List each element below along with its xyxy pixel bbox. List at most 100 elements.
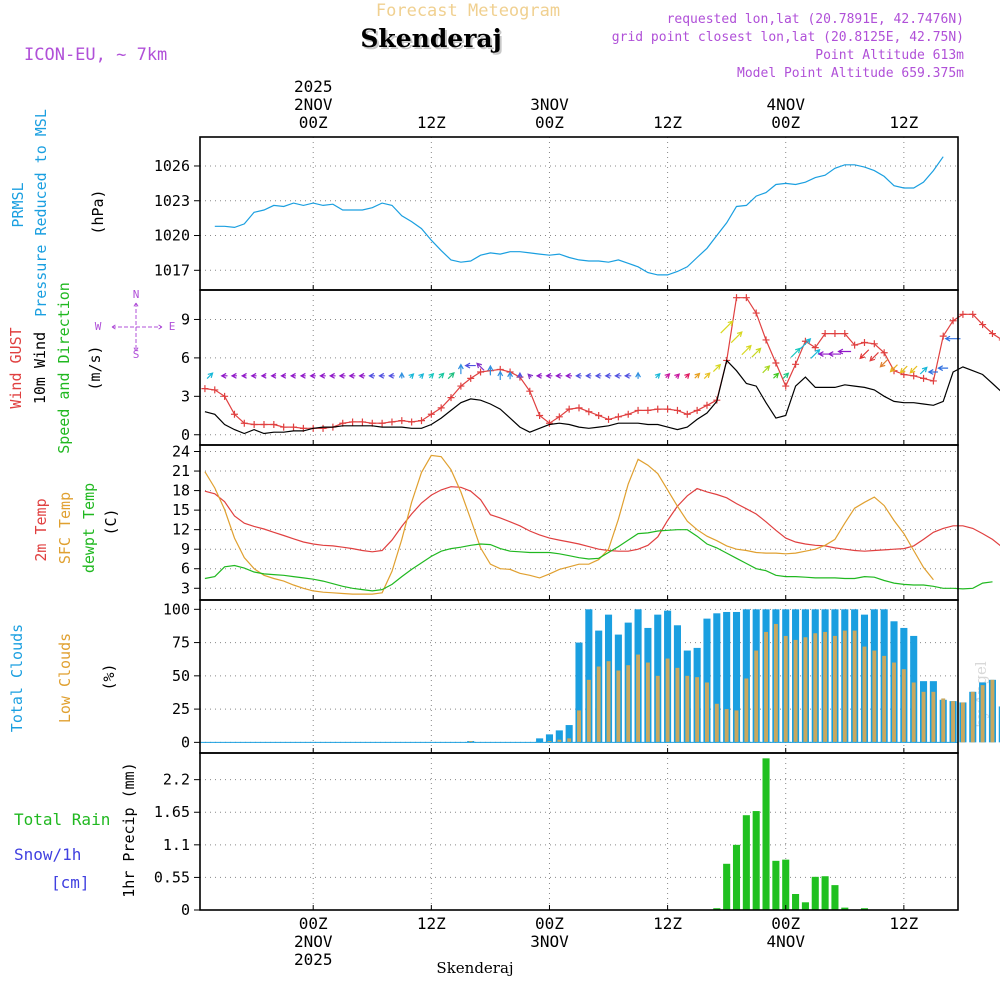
wind-arrow bbox=[309, 372, 316, 379]
gust-marker bbox=[290, 423, 298, 431]
gust-marker bbox=[831, 330, 839, 338]
wind-arrow bbox=[762, 365, 771, 374]
wind-arrow bbox=[457, 363, 464, 375]
wind-arrow bbox=[428, 372, 435, 379]
bar-total-rain bbox=[821, 876, 829, 910]
bar-low-clouds bbox=[744, 678, 749, 743]
gust-marker bbox=[949, 317, 957, 325]
gust-marker bbox=[988, 330, 996, 338]
wind-arrow bbox=[545, 372, 553, 379]
bar-low-clouds bbox=[892, 662, 896, 743]
y-tick-label: 25 bbox=[172, 700, 190, 718]
bar-low-clouds bbox=[980, 685, 985, 743]
bar-low-clouds bbox=[626, 665, 631, 743]
bar-total-clouds bbox=[575, 642, 583, 743]
wind-arrow bbox=[703, 372, 711, 379]
y-tick-label: 1017 bbox=[154, 261, 190, 279]
y-tick-label: 50 bbox=[172, 667, 190, 685]
location-title: Skenderaj bbox=[360, 24, 501, 53]
gust-marker bbox=[250, 421, 258, 429]
y-tick-label: 12 bbox=[172, 521, 190, 539]
bar-low-clouds bbox=[606, 661, 611, 743]
panel-clouds: 0 25 50 75 100 bbox=[163, 599, 1000, 754]
requested-coords: requested lon,lat (20.7891E, 42.7476N) bbox=[667, 12, 964, 27]
panel-frame bbox=[199, 289, 959, 446]
bar-low-clouds bbox=[862, 646, 867, 743]
top-time-label: 12Z bbox=[417, 113, 446, 132]
model-altitude: Model Point Altitude 659.375m bbox=[737, 66, 964, 81]
wind-arrow bbox=[270, 372, 277, 379]
bottom-time-label: 12Z bbox=[889, 914, 918, 933]
wind-arrow bbox=[447, 372, 455, 380]
panel-pressure: 1017 1020 1023 1026 bbox=[154, 136, 959, 291]
wind-arrow bbox=[674, 373, 681, 380]
top-time-label: 00Z bbox=[771, 113, 800, 132]
wind-arrow bbox=[919, 366, 928, 375]
wind-arrow bbox=[398, 371, 405, 379]
gust-marker bbox=[457, 382, 465, 390]
wind-arrow bbox=[720, 320, 734, 334]
y-tick-label: 0 bbox=[181, 733, 190, 751]
gust-marker bbox=[221, 392, 229, 400]
bar-total-clouds bbox=[703, 618, 711, 743]
precip-label-snow: Snow/1h bbox=[14, 845, 81, 864]
temp-unit: (C) bbox=[102, 508, 120, 535]
bar-low-clouds bbox=[586, 679, 591, 743]
bar-low-clouds bbox=[941, 698, 946, 743]
precip-label-cm: [cm] bbox=[51, 873, 90, 892]
gust-marker bbox=[526, 387, 534, 395]
line-dewpt-temp bbox=[204, 529, 993, 592]
gust-marker bbox=[467, 374, 475, 382]
gust-marker bbox=[742, 294, 750, 302]
bar-low-clouds bbox=[636, 654, 641, 743]
wind-arrow bbox=[782, 372, 790, 379]
compass-e: E bbox=[169, 320, 176, 333]
y-tick-label: 1023 bbox=[154, 192, 190, 210]
bar-low-clouds bbox=[882, 655, 887, 743]
gust-marker bbox=[201, 385, 209, 393]
wind-arrow bbox=[684, 373, 691, 379]
gust-marker bbox=[605, 415, 613, 423]
gust-marker bbox=[624, 410, 632, 418]
y-tick-label: 6 bbox=[181, 349, 190, 367]
panel-frame bbox=[199, 444, 959, 601]
pressure-unit: (hPa) bbox=[89, 189, 107, 234]
bar-total-rain bbox=[723, 863, 731, 910]
y-tick-label: 1020 bbox=[154, 227, 190, 245]
top-time-label: 2NOV bbox=[294, 95, 333, 114]
wind-arrow bbox=[507, 371, 514, 380]
gust-marker bbox=[358, 418, 366, 426]
bar-low-clouds bbox=[911, 682, 916, 743]
gust-marker bbox=[408, 418, 416, 426]
compass-s: S bbox=[133, 348, 140, 361]
gust-marker bbox=[870, 340, 878, 348]
wind-label-10m: 10m Wind bbox=[31, 332, 49, 404]
bar-total-rain bbox=[831, 885, 839, 910]
y-tick-label: 24 bbox=[172, 443, 190, 461]
wind-arrow bbox=[358, 372, 366, 379]
panel-frame bbox=[199, 752, 959, 911]
wind-arrow bbox=[527, 373, 534, 380]
pressure-label-prmsl: PRMSL bbox=[9, 182, 27, 227]
top-time-label: 00Z bbox=[535, 113, 564, 132]
clouds-label-low: Low Clouds bbox=[56, 633, 74, 723]
wind-arrow bbox=[635, 371, 641, 379]
bar-total-rain bbox=[752, 811, 760, 910]
bar-low-clouds bbox=[557, 739, 562, 743]
compass-n: N bbox=[133, 288, 140, 301]
gust-marker bbox=[545, 419, 553, 427]
line-wind-gust bbox=[204, 297, 1000, 429]
wind-arrow bbox=[594, 372, 602, 379]
bottom-time-label: 4NOV bbox=[766, 932, 805, 951]
gust-marker bbox=[654, 405, 662, 413]
wind-arrow bbox=[497, 370, 504, 381]
bar-low-clouds bbox=[990, 679, 995, 743]
gust-marker bbox=[673, 406, 681, 414]
gust-marker bbox=[910, 372, 918, 380]
bar-low-clouds bbox=[468, 741, 473, 743]
gust-marker bbox=[939, 332, 947, 340]
bottom-time-label: 12Z bbox=[653, 914, 682, 933]
precip-label-rain: Total Rain bbox=[14, 810, 110, 829]
gust-marker bbox=[477, 368, 485, 376]
